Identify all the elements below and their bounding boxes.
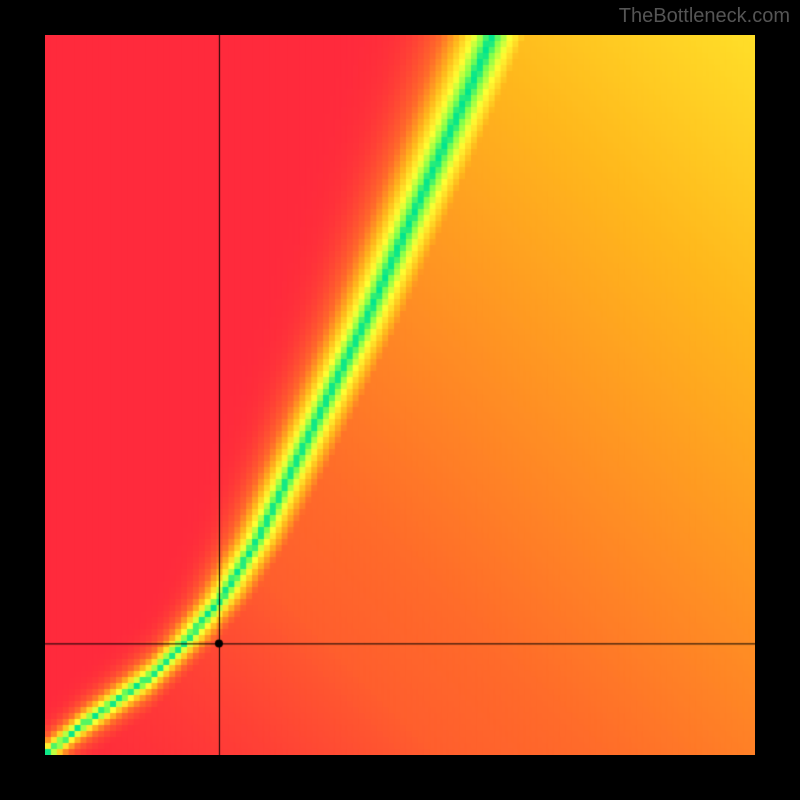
bottleneck-heatmap <box>45 35 755 755</box>
watermark-label: TheBottleneck.com <box>619 5 790 28</box>
chart-container: TheBottleneck.com <box>0 0 800 800</box>
